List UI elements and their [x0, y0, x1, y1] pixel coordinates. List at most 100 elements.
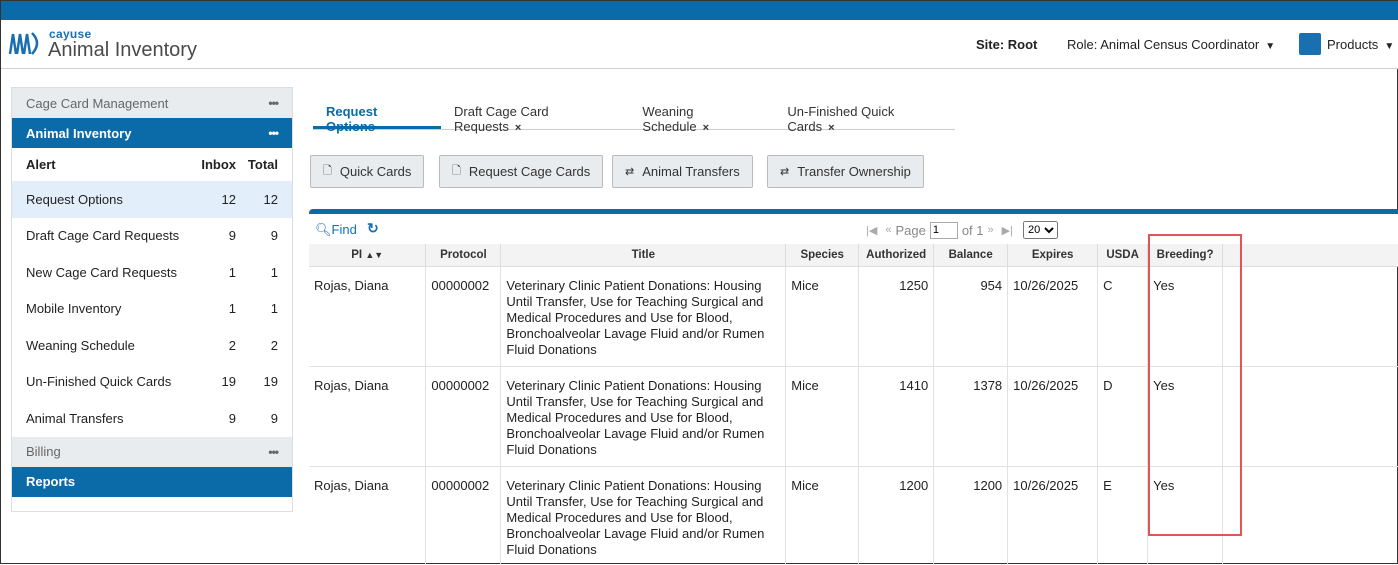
more-icon[interactable]: •••: [268, 96, 279, 110]
sidebar-item-mobile-inventory[interactable]: Mobile Inventory 1 1: [12, 291, 292, 328]
sidebar-section-cage-card-management[interactable]: Cage Card Management •••: [12, 88, 292, 118]
total-header: Total: [247, 157, 278, 172]
inbox-count: 1: [228, 301, 236, 317]
column-header-authorized[interactable]: Authorized: [858, 244, 935, 267]
tab-label: Weaning Schedule: [642, 104, 697, 134]
total-count: 19: [263, 374, 278, 390]
cell-protocol: 00000002: [425, 366, 502, 467]
pager: |◀ « Page of 1 » ▶| 20: [862, 221, 1058, 239]
total-count: 12: [263, 191, 278, 207]
button-label: Quick Cards: [339, 164, 412, 179]
sidebar-item-request-options[interactable]: Request Options 12 12: [12, 181, 292, 218]
products-label: Products: [1327, 37, 1379, 52]
cell-usda: D: [1097, 366, 1149, 467]
site-label: Site: Root: [976, 37, 1038, 52]
role-dropdown[interactable]: Role: Animal Census Coordinator ▼: [1067, 37, 1275, 52]
table-row[interactable]: Rojas, Diana 00000002 Veterinary Clinic …: [309, 266, 1398, 367]
close-icon[interactable]: ×: [514, 122, 522, 134]
chevron-down-icon: ▼: [1384, 41, 1395, 52]
sidebar-item-label: Request Options: [26, 191, 123, 207]
app-title[interactable]: Animal Inventory: [48, 39, 197, 61]
button-label: Transfer Ownership: [797, 164, 911, 179]
cell-balance: 1378: [933, 366, 1009, 467]
sidebar-item-draft-cage-card-requests[interactable]: Draft Cage Card Requests 9 9: [12, 218, 292, 255]
section-label: Reports: [26, 474, 76, 489]
sidebar-item-label: Mobile Inventory: [26, 301, 122, 317]
sidebar-section-billing[interactable]: Billing •••: [12, 436, 292, 467]
role-label: Role: Animal Census Coordinator: [1067, 37, 1260, 52]
page-size-select[interactable]: 20: [1022, 221, 1058, 239]
document-icon: 🗋: [452, 165, 461, 177]
cell-empty: [1222, 466, 1398, 565]
find-label: Find: [331, 222, 357, 237]
transfer-icon: ⇄: [780, 166, 790, 178]
sidebar-item-label: Animal Transfers: [26, 410, 124, 426]
cell-empty: [1222, 366, 1398, 467]
animal-transfers-button[interactable]: ⇄ Animal Transfers: [612, 155, 753, 188]
more-icon[interactable]: •••: [268, 126, 279, 140]
cell-balance: 954: [933, 266, 1009, 367]
cell-usda: C: [1097, 266, 1149, 367]
cell-expires: 10/26/2025: [1007, 466, 1099, 565]
section-label: Animal Inventory: [26, 125, 132, 141]
inbox-header: Inbox: [201, 157, 236, 172]
page-input[interactable]: [929, 221, 958, 239]
tab-weaning-schedule[interactable]: Weaning Schedule ×: [629, 97, 774, 134]
cell-breeding: Yes: [1147, 466, 1224, 565]
quick-cards-button[interactable]: 🗋 Quick Cards: [310, 155, 425, 188]
column-header-pi[interactable]: PI ▲▼: [309, 244, 427, 267]
sidebar: Cage Card Management ••• Animal Inventor…: [11, 87, 293, 512]
cell-pi: Rojas, Diana: [309, 366, 427, 467]
column-header-expires[interactable]: Expires: [1007, 244, 1099, 267]
products-logo-icon[interactable]: [1299, 33, 1321, 55]
column-header-usda[interactable]: USDA: [1097, 244, 1149, 267]
cell-expires: 10/26/2025: [1007, 366, 1099, 467]
prev-page-icon[interactable]: «: [885, 224, 892, 236]
sidebar-item-un-finished-quick-cards[interactable]: Un-Finished Quick Cards 19 19: [12, 364, 292, 401]
find-button[interactable]: 🔍︎Find: [315, 222, 357, 238]
tab-bar: Request Options Draft Cage Card Requests…: [313, 97, 955, 134]
sidebar-item-label: Weaning Schedule: [26, 337, 135, 353]
transfer-ownership-button[interactable]: ⇄ Transfer Ownership: [767, 155, 924, 188]
sidebar-section-animal-inventory[interactable]: Animal Inventory •••: [12, 118, 292, 148]
table-header-row: PI ▲▼ Protocol Title Species Authorized …: [309, 244, 1398, 267]
request-cage-cards-button[interactable]: 🗋 Request Cage Cards: [439, 155, 604, 188]
more-icon[interactable]: •••: [268, 444, 279, 459]
sidebar-item-new-cage-card-requests[interactable]: New Cage Card Requests 1 1: [12, 254, 292, 291]
table-row[interactable]: Rojas, Diana 00000002 Veterinary Clinic …: [309, 366, 1398, 467]
sidebar-section-reports[interactable]: Reports: [12, 466, 292, 497]
inbox-count: 9: [228, 410, 236, 426]
transfer-icon: ⇄: [625, 166, 635, 178]
brand-name: cayuse: [49, 27, 92, 41]
close-icon[interactable]: ×: [828, 122, 835, 134]
first-page-icon[interactable]: |◀: [866, 224, 878, 237]
sidebar-item-animal-transfers[interactable]: Animal Transfers 9 9: [12, 400, 292, 437]
search-icon: 🔍︎: [315, 222, 332, 237]
sort-icon: ▲▼: [365, 249, 384, 260]
last-page-icon[interactable]: ▶|: [1001, 224, 1013, 237]
column-header-breeding[interactable]: Breeding?: [1147, 244, 1224, 267]
section-label: Cage Card Management: [26, 95, 169, 111]
cayuse-logo-icon: [8, 32, 39, 55]
products-menu[interactable]: Products ▼: [1327, 37, 1394, 52]
app-header: cayuse Animal Inventory Site: Root Role:…: [1, 20, 1398, 69]
page-of-label: of 1: [961, 222, 984, 238]
table-row[interactable]: Rojas, Diana 00000002 Veterinary Clinic …: [309, 466, 1398, 565]
tab-un-finished-quick-cards[interactable]: Un-Finished Quick Cards ×: [774, 97, 955, 134]
column-header-balance[interactable]: Balance: [933, 244, 1009, 267]
column-header-protocol[interactable]: Protocol: [425, 244, 502, 267]
column-header-title[interactable]: Title: [500, 244, 787, 267]
cell-protocol: 00000002: [425, 266, 502, 367]
column-header-empty: [1222, 244, 1398, 267]
tab-draft-cage-card-requests[interactable]: Draft Cage Card Requests ×: [441, 97, 629, 134]
close-icon[interactable]: ×: [702, 122, 710, 134]
column-header-species[interactable]: Species: [785, 244, 860, 267]
refresh-icon[interactable]: ↻: [367, 220, 379, 236]
next-page-icon[interactable]: »: [987, 224, 994, 236]
sidebar-item-label: Un-Finished Quick Cards: [26, 374, 172, 390]
cell-breeding: Yes: [1147, 366, 1224, 467]
tab-request-options[interactable]: Request Options: [313, 97, 441, 134]
section-label: Billing: [26, 444, 61, 459]
sidebar-item-weaning-schedule[interactable]: Weaning Schedule 2 2: [12, 327, 292, 364]
cell-breeding: Yes: [1147, 266, 1224, 367]
